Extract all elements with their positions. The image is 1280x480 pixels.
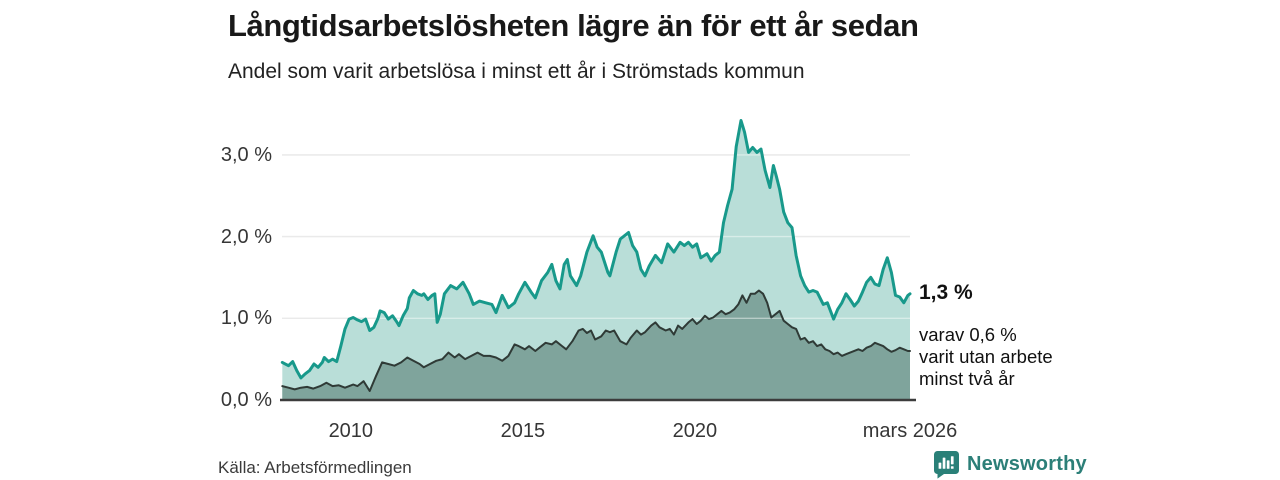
x-axis-tick-label: 2010 (328, 420, 374, 442)
y-axis-tick-label: 1,0 % (220, 307, 272, 330)
newsworthy-brand-link[interactable]: Newsworthy (933, 450, 1087, 479)
annotation-secondary-line: varav 0,6 % (919, 323, 1017, 345)
annotation-latest-value: 1,3 % (919, 280, 973, 304)
y-axis-tick-label: 3,0 % (220, 143, 272, 166)
y-axis-tick-label: 0,0 % (220, 389, 272, 411)
chart-subtitle: Andel som varit arbetslösa i minst ett å… (228, 60, 805, 83)
annotation-secondary: varav 0,6 % varit utan arbete minst två … (919, 324, 1053, 390)
annotation-secondary-line: minst två år (919, 367, 1015, 389)
chart-title: Långtidsarbetslösheten lägre än för ett … (228, 8, 919, 43)
x-axis-tick-label: 2020 (672, 420, 718, 442)
annotation-secondary-line: varit utan arbete (919, 345, 1053, 367)
x-axis-tick-label: 2015 (500, 420, 546, 442)
x-axis-tick-label: mars 2026 (862, 420, 958, 442)
y-axis-tick-label: 2,0 % (220, 225, 272, 248)
newsworthy-brand-label: Newsworthy (967, 453, 1087, 475)
source-attribution: Källa: Arbetsförmedlingen (218, 458, 412, 477)
newsworthy-logo-icon (933, 450, 960, 479)
